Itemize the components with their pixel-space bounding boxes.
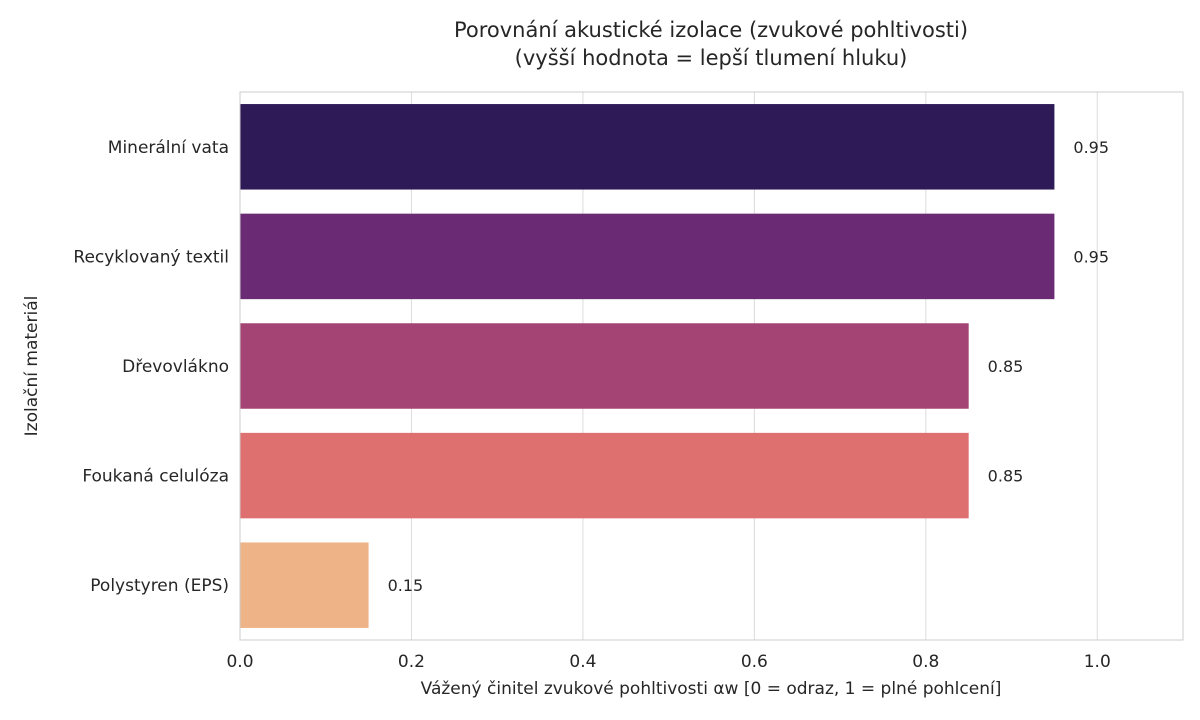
bar (240, 542, 369, 628)
bar (240, 213, 1055, 300)
y-tick-label: Foukaná celulóza (82, 467, 229, 487)
data-label: 0.85 (988, 357, 1024, 376)
chart-subtitle: (vyšší hodnota = lepší tlumení hluku) (515, 46, 908, 70)
data-label: 0.85 (988, 467, 1024, 486)
y-axis-label: Izolační materiál (22, 296, 42, 437)
data-label: 0.95 (1073, 138, 1109, 157)
bars (240, 104, 1055, 628)
y-axis-ticks: Minerální vata Recyklovaný textil Dřevovlá… (73, 138, 229, 596)
x-tick-label: 0.0 (226, 652, 253, 672)
y-tick-label: Recyklovaný textil (73, 247, 229, 267)
y-tick-label: Dřevovlákno (122, 357, 229, 377)
value-labels: 0.95 0.95 0.85 0.85 0.15 (388, 138, 1109, 595)
bar (240, 432, 969, 519)
x-tick-label: 0.6 (741, 652, 768, 672)
x-tick-label: 0.2 (398, 652, 425, 672)
x-axis-ticks: 0.0 0.2 0.4 0.6 0.8 1.0 (226, 652, 1110, 672)
y-tick-label: Polystyren (EPS) (90, 576, 229, 596)
plot-frame (239, 91, 1184, 641)
data-label: 0.15 (388, 576, 424, 595)
x-tick-label: 0.4 (569, 652, 596, 672)
data-label: 0.95 (1073, 247, 1109, 266)
y-tick-label: Minerální vata (108, 138, 229, 158)
x-tick-label: 1.0 (1084, 652, 1111, 672)
bar (240, 323, 969, 409)
chart-title: Porovnání akustické izolace (zvukové poh… (454, 18, 968, 42)
x-tick-label: 0.8 (912, 652, 939, 672)
x-axis-label: Vážený činitel zvukové pohltivosti αw [0… (421, 679, 1002, 699)
bar (240, 104, 1055, 190)
